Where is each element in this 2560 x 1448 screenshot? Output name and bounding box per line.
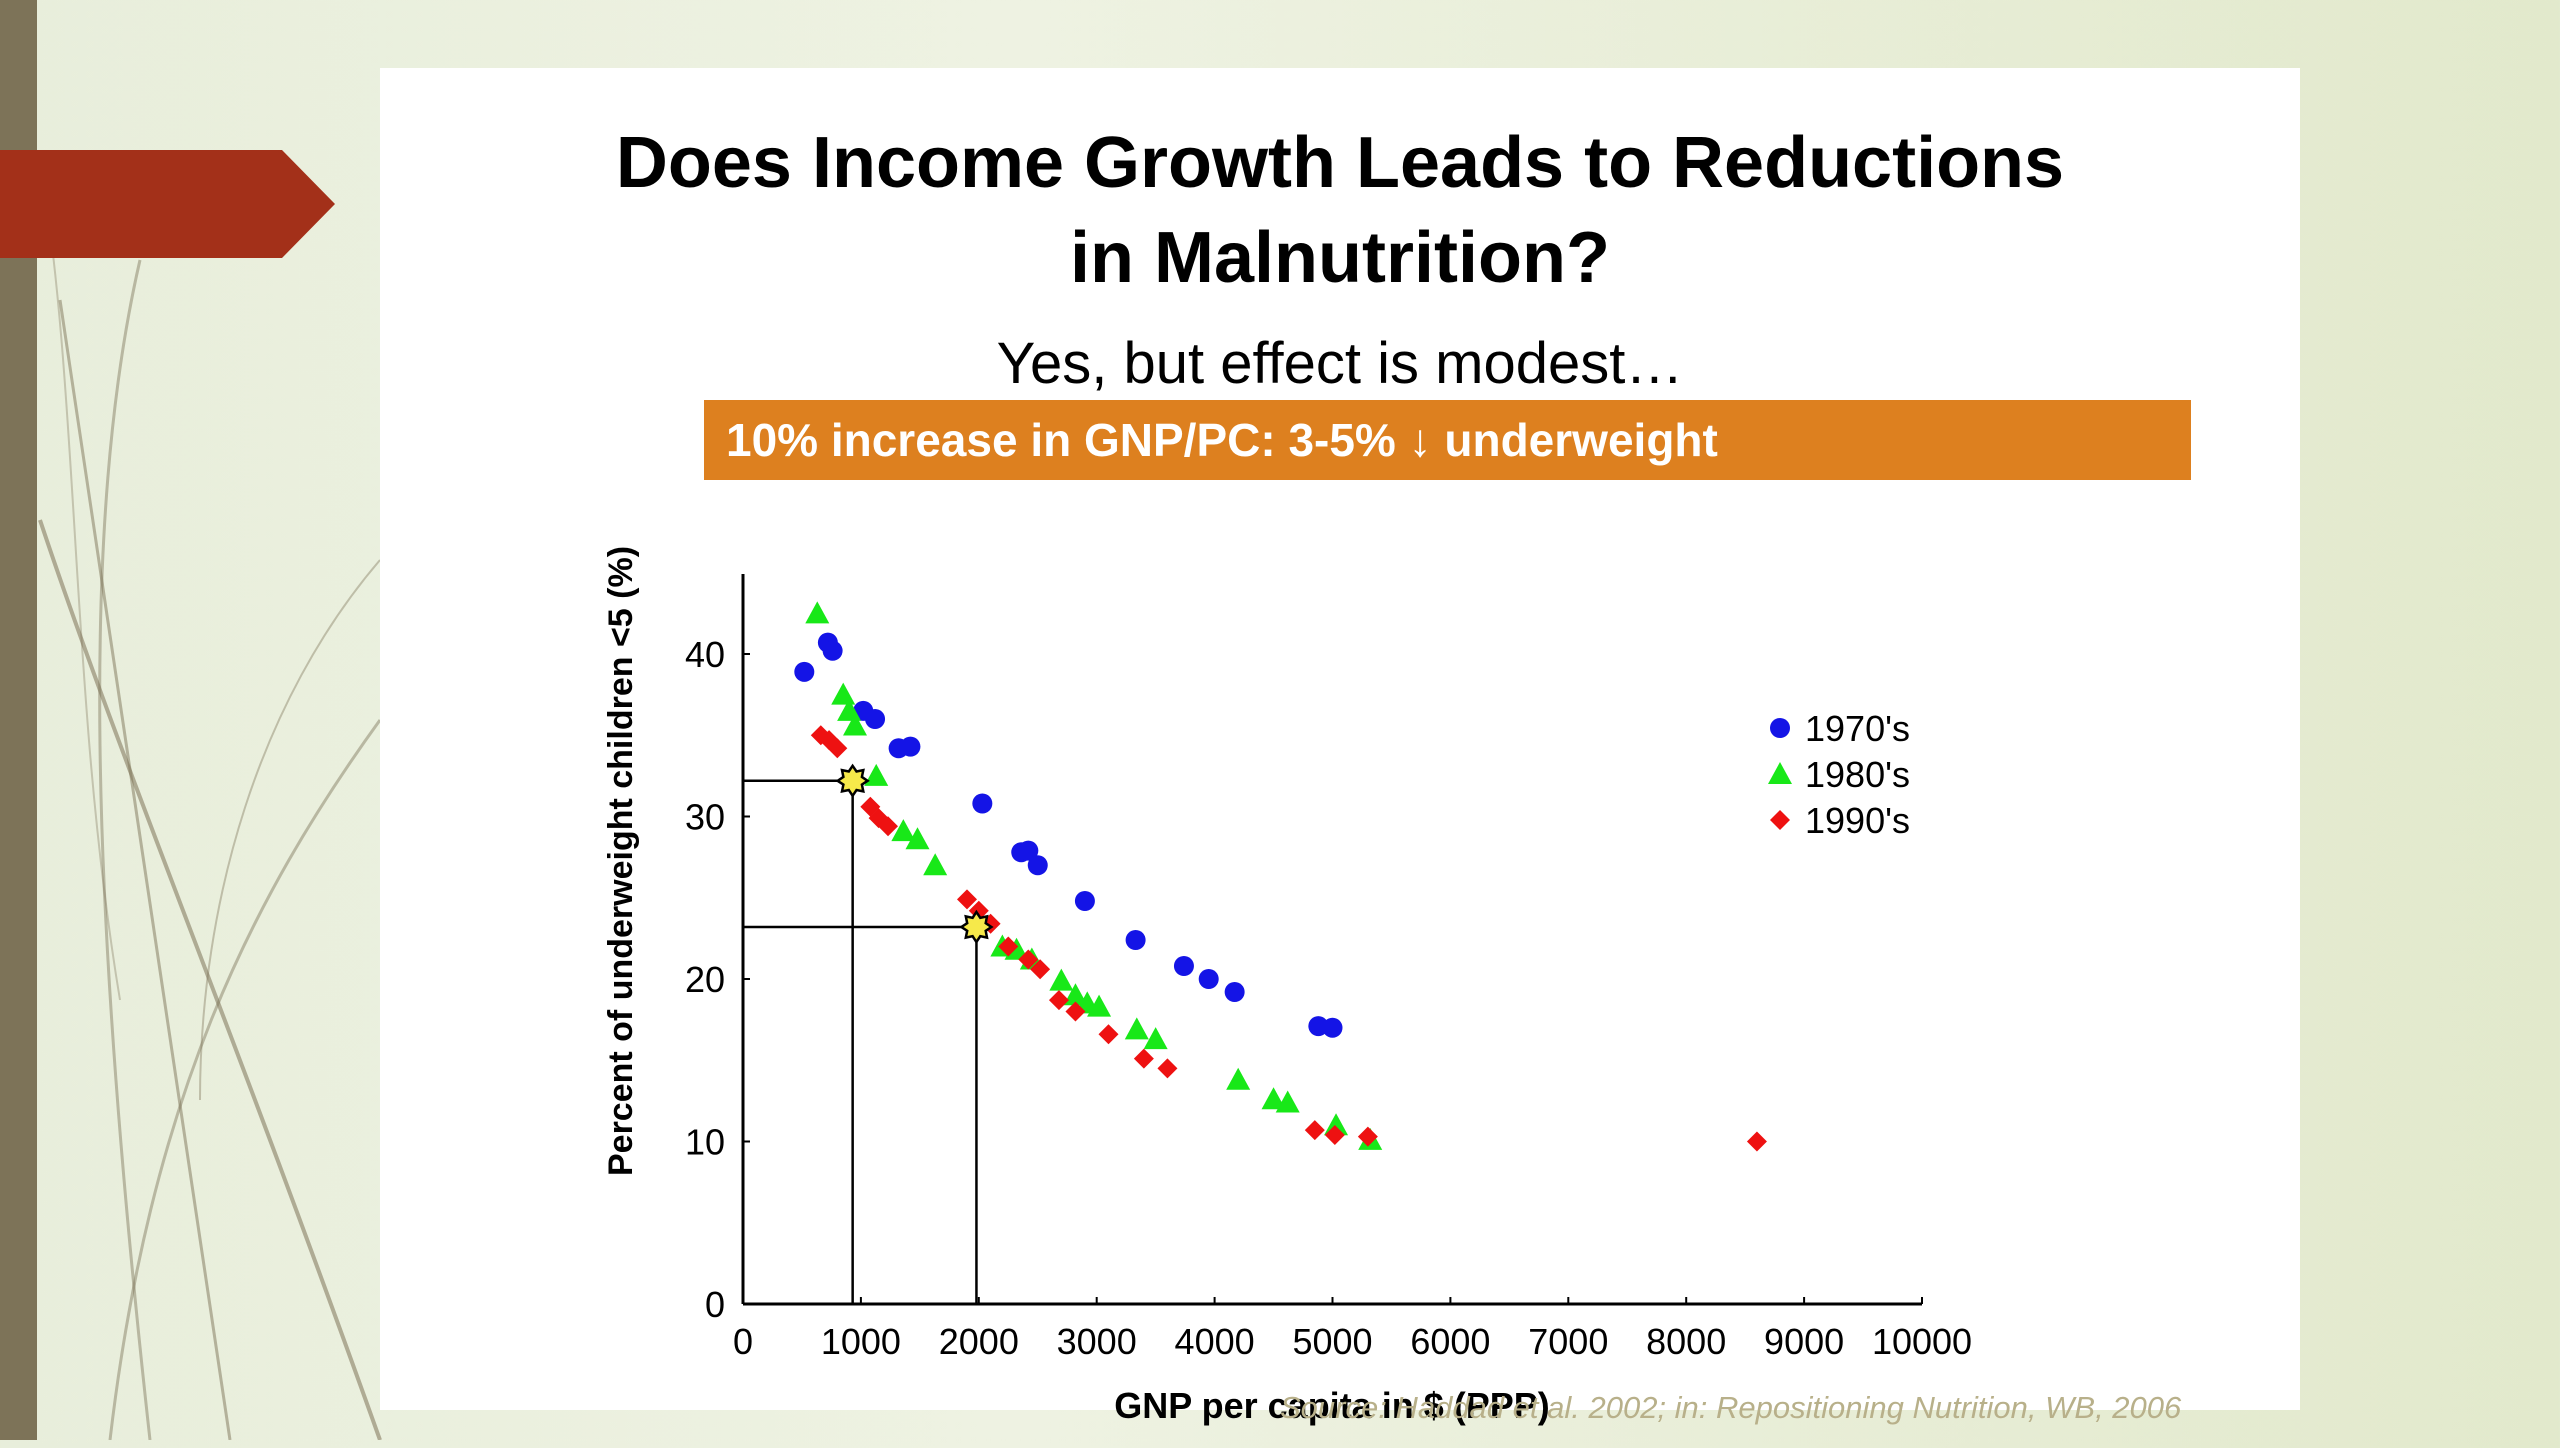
data-point-circle	[972, 793, 993, 814]
data-point-triangle	[1275, 1090, 1300, 1113]
data-point-diamond	[1746, 1131, 1767, 1152]
x-tick-label: 3000	[1057, 1321, 1137, 1362]
data-point-triangle	[831, 682, 856, 705]
data-point-circle	[1027, 855, 1048, 876]
y-tick-label: 10	[685, 1122, 725, 1163]
data-point-diamond	[1324, 1125, 1345, 1145]
data-point-triangle	[1087, 994, 1112, 1017]
y-tick-label: 0	[705, 1284, 725, 1325]
highlight-point	[835, 763, 870, 799]
y-tick-label: 20	[685, 959, 725, 1000]
data-point-circle	[1173, 956, 1194, 976]
legend-label: 1980's	[1805, 754, 1910, 795]
legend-label: 1970's	[1805, 708, 1910, 749]
y-axis-label: Percent of underweight children <5 (%)	[602, 546, 640, 1176]
data-point-circle	[794, 661, 815, 682]
data-point-diamond	[957, 889, 978, 910]
legend-marker	[1768, 762, 1792, 784]
data-point-diamond	[980, 913, 1001, 934]
data-point-diamond	[1065, 1001, 1086, 1022]
data-point-diamond	[1098, 1024, 1119, 1045]
source-citation: Source: Haddad et al. 2002; in: Repositi…	[1280, 1390, 2182, 1425]
data-point-triangle	[864, 763, 889, 786]
x-tick-label: 7000	[1528, 1321, 1608, 1362]
data-point-diamond	[1048, 990, 1069, 1011]
data-point-triangle	[805, 601, 830, 624]
x-axis-label: GNP per capita in $ (PPP)	[1114, 1385, 1549, 1426]
data-point-circle	[865, 709, 886, 729]
x-tick-label: 5000	[1292, 1321, 1372, 1362]
x-tick-label: 10000	[1872, 1321, 1972, 1362]
data-point-diamond	[827, 738, 848, 759]
slide-subtitle: Yes, but effect is modest…	[996, 331, 1684, 396]
decorative-curves	[38, 159, 382, 1440]
data-point-triangle	[1124, 1017, 1149, 1040]
x-tick-label: 1000	[821, 1321, 901, 1362]
data-point-diamond	[819, 730, 840, 751]
legend-marker	[1770, 718, 1790, 738]
x-tick-label: 2000	[939, 1321, 1019, 1362]
slide-card: Does Income Growth Leads to Reductions i…	[380, 68, 2300, 1426]
data-point-diamond	[860, 796, 881, 817]
highlight-point	[959, 909, 994, 945]
x-tick-label: 9000	[1764, 1321, 1844, 1362]
data-point-triangle	[1324, 1113, 1349, 1136]
data-point-circle	[1074, 891, 1095, 911]
data-point-circle	[822, 640, 843, 661]
data-point-circle	[900, 736, 921, 757]
data-point-diamond	[1357, 1126, 1378, 1147]
data-point-triangle	[1143, 1027, 1168, 1050]
scatter-chart: 0 1000 2000 3000 4000 5000 6000 7000 8000 9000 100…	[602, 546, 1972, 1426]
x-tick-label: 8000	[1646, 1321, 1726, 1362]
data-point-diamond	[1018, 949, 1039, 970]
legend-marker	[1770, 810, 1790, 830]
data-point-triangle	[1049, 968, 1074, 991]
highlight-banner: 10% increase in GNP/PC: 3-5% ↓ underweig…	[704, 400, 2191, 480]
data-point-circle	[1125, 930, 1146, 950]
data-point-triangle	[1063, 983, 1088, 1006]
slide-accent-arrow	[0, 150, 335, 258]
y-tick-label: 30	[685, 797, 725, 838]
legend-label: 1990's	[1805, 800, 1910, 841]
data-point-circle	[1198, 969, 1219, 989]
data-point-circle	[1224, 982, 1245, 1002]
data-point-triangle	[1261, 1087, 1286, 1110]
data-point-triangle	[923, 853, 948, 876]
data-point-diamond	[878, 816, 899, 837]
x-tick-label: 6000	[1410, 1321, 1490, 1362]
y-tick-label: 40	[685, 634, 725, 675]
data-point-triangle	[843, 713, 868, 736]
x-tick-label: 4000	[1175, 1321, 1255, 1362]
data-point-diamond	[1157, 1058, 1178, 1079]
data-point-triangle	[891, 819, 916, 842]
data-point-triangle	[1004, 937, 1029, 960]
data-point-diamond	[1030, 959, 1051, 980]
data-point-triangle	[1226, 1067, 1251, 1090]
data-point-diamond	[1133, 1048, 1154, 1069]
x-tick-label: 0	[733, 1321, 753, 1362]
data-point-diamond	[998, 936, 1019, 957]
data-point-triangle	[905, 827, 930, 850]
data-point-circle	[1322, 1017, 1343, 1038]
data-point-circle	[1018, 840, 1039, 861]
data-point-diamond	[1304, 1120, 1325, 1141]
slide-title: Does Income Growth Leads to Reductions i…	[615, 123, 2065, 298]
